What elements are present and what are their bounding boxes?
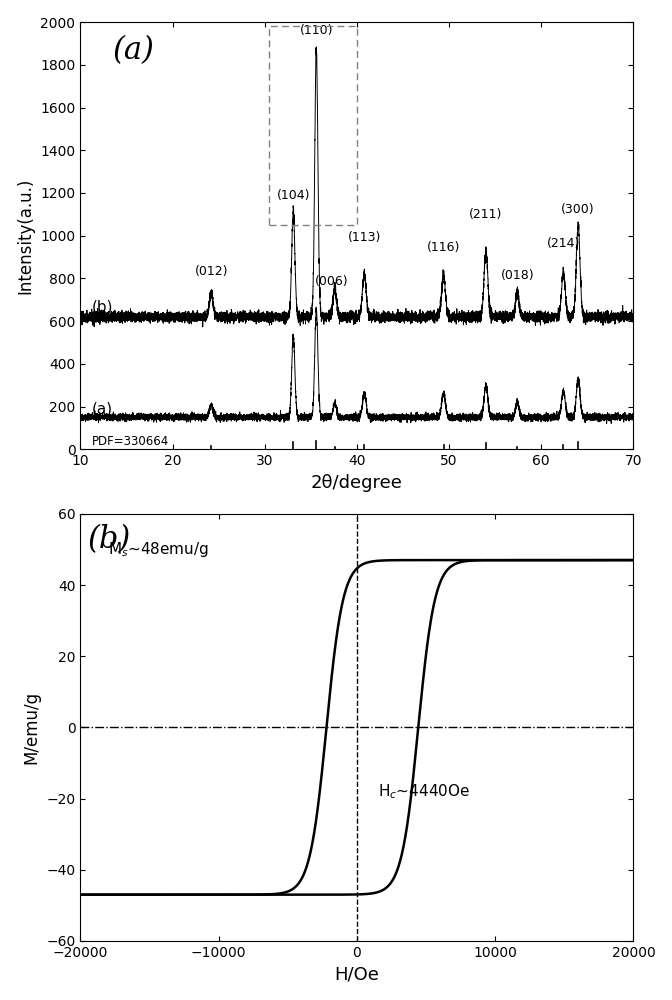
Text: (012): (012) — [194, 265, 228, 278]
Text: (110): (110) — [300, 24, 333, 37]
Text: (113): (113) — [347, 231, 381, 244]
Bar — [269, 26, 357, 225]
Text: (006): (006) — [315, 275, 349, 288]
Text: (116): (116) — [427, 241, 460, 254]
Text: PDF=330664: PDF=330664 — [91, 435, 169, 448]
X-axis label: 2θ/degree: 2θ/degree — [311, 474, 403, 492]
Text: (211): (211) — [469, 208, 503, 221]
Text: (018): (018) — [501, 269, 534, 282]
Text: (b): (b) — [87, 525, 130, 556]
Y-axis label: M/emu/g: M/emu/g — [23, 691, 41, 764]
X-axis label: H/Oe: H/Oe — [335, 965, 379, 983]
Y-axis label: Intensity(a.u.): Intensity(a.u.) — [17, 178, 35, 294]
Text: (104): (104) — [277, 189, 310, 202]
Text: (a): (a) — [113, 35, 155, 66]
Text: (300): (300) — [561, 203, 595, 216]
Text: H$_c$~4440Oe: H$_c$~4440Oe — [378, 782, 470, 801]
Text: (214): (214) — [547, 237, 580, 250]
Text: (a): (a) — [91, 401, 112, 416]
Text: M$_s$~48emu/g: M$_s$~48emu/g — [108, 540, 209, 559]
Text: (b): (b) — [91, 300, 113, 315]
